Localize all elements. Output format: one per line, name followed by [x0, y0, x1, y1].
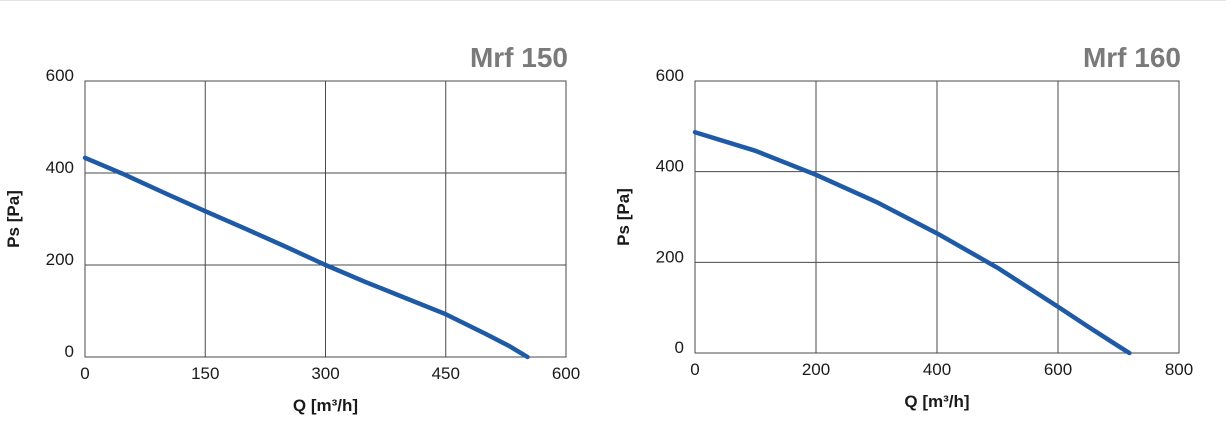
x-tick-label: 300 — [311, 364, 339, 383]
model-title: Mrf 160 — [1083, 42, 1181, 73]
chart-panel-1: 0 150 300 450 600 0 200 400 600 Q [m³/h] Ps [Pa] Mr… — [4, 42, 580, 415]
pressure-curve — [692, 129, 1132, 356]
y-tick-label: 0 — [675, 338, 684, 357]
y-axis-title: Ps [Pa] — [614, 188, 633, 246]
x-tick-label: 0 — [690, 360, 699, 379]
y-tick-label: 400 — [656, 157, 684, 176]
y-tick-label: 0 — [65, 342, 74, 361]
y-tick-label: 600 — [46, 66, 74, 85]
y-axis-title: Ps [Pa] — [4, 190, 23, 248]
x-axis-title: Q [m³/h] — [904, 392, 969, 411]
model-title: Mrf 150 — [470, 42, 568, 73]
x-tick-label: 800 — [1165, 360, 1193, 379]
x-tick-label: 600 — [1044, 360, 1072, 379]
plot-frame — [694, 80, 1180, 354]
x-tick-label: 450 — [432, 364, 460, 383]
x-tick-label: 400 — [923, 360, 951, 379]
x-tick-label: 200 — [802, 360, 830, 379]
y-tick-label: 600 — [656, 66, 684, 85]
x-tick-label: 0 — [80, 364, 89, 383]
pressure-curve — [82, 155, 530, 360]
x-tick-label: 600 — [552, 364, 580, 383]
y-tick-label: 400 — [46, 158, 74, 177]
top-divider — [0, 0, 1226, 1]
y-tick-label: 200 — [656, 247, 684, 266]
x-tick-label: 150 — [191, 364, 219, 383]
chart-panel-2: 0 200 400 600 800 0 200 400 600 Q [m³/h] Ps [Pa] Mr… — [614, 42, 1193, 411]
plot-frame — [84, 80, 567, 358]
x-axis-title: Q [m³/h] — [293, 396, 358, 415]
y-tick-label: 200 — [46, 250, 74, 269]
